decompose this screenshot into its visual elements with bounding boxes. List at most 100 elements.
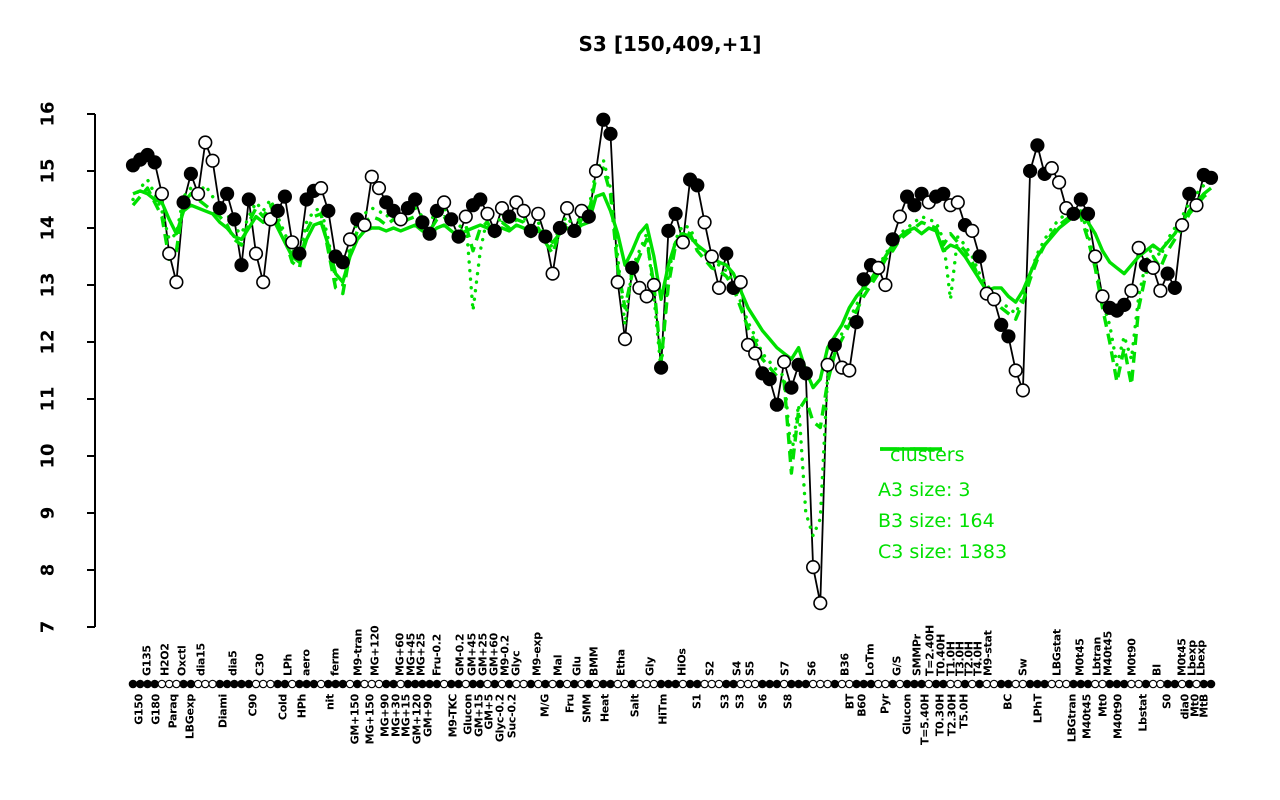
- data-point-marker: [415, 215, 430, 230]
- strip-marker: [1192, 679, 1201, 689]
- x-label-top: MG+120: [369, 625, 382, 676]
- data-point-marker: [480, 206, 495, 221]
- data-point-marker: [198, 135, 213, 150]
- x-label-bottom: MG+90: [379, 693, 392, 737]
- strip-marker: [1206, 679, 1216, 689]
- data-point-marker: [559, 201, 575, 216]
- data-point-marker: [364, 169, 379, 184]
- data-point-marker: [1008, 363, 1023, 378]
- strip-marker: [230, 679, 239, 689]
- data-point-marker: [827, 337, 842, 353]
- data-point-marker: [545, 266, 560, 281]
- strip-marker: [1076, 679, 1086, 689]
- strip-marker: [316, 679, 326, 689]
- data-point-marker: [248, 246, 264, 261]
- x-label-top: B36: [839, 653, 852, 676]
- x-label-bottom: GM+150: [349, 693, 362, 744]
- x-label-top: Lbexp: [1186, 640, 1199, 676]
- x-label-bottom: T0.30H: [934, 694, 947, 736]
- data-point-marker: [820, 357, 835, 372]
- data-point-marker: [697, 215, 712, 230]
- data-point-marker: [169, 275, 184, 290]
- data-point-marker: [422, 226, 437, 241]
- strip-marker: [1004, 679, 1013, 689]
- x-label-top: BMM: [588, 647, 601, 676]
- data-point-marker: [784, 380, 799, 395]
- data-point-marker: [1015, 383, 1031, 398]
- x-label-bottom: Glucon: [901, 694, 914, 735]
- data-point-marker: [596, 112, 611, 127]
- x-label-bottom: T5.0H: [958, 694, 971, 729]
- strip-marker: [620, 679, 630, 689]
- x-label-bottom: Pyr: [879, 693, 892, 714]
- strip-marker: [656, 679, 666, 689]
- strip-marker: [244, 679, 254, 689]
- x-label-bottom: MG+30: [390, 693, 403, 737]
- strip-marker: [410, 679, 420, 689]
- strip-marker: [504, 679, 514, 689]
- x-label-bottom: M40t90: [1112, 693, 1125, 739]
- strip-marker: [425, 679, 434, 689]
- x-label-bottom: Mt0: [1097, 693, 1110, 717]
- strip-marker: [946, 679, 955, 689]
- data-point-marker: [531, 206, 546, 221]
- strip-marker: [432, 679, 442, 689]
- data-point-marker: [205, 153, 220, 168]
- strip-marker: [931, 679, 941, 689]
- strip-marker: [367, 679, 377, 689]
- data-point-marker: [212, 201, 227, 216]
- x-label-top: S7: [779, 661, 792, 676]
- data-point-marker: [393, 212, 408, 227]
- data-point-marker: [625, 260, 640, 276]
- data-point-marker: [639, 289, 654, 304]
- strip-marker: [352, 679, 362, 689]
- strip-marker: [830, 679, 840, 689]
- strip-marker: [1069, 679, 1078, 689]
- data-point-marker: [581, 209, 596, 224]
- data-point-marker: [335, 255, 350, 270]
- strip-marker: [895, 679, 905, 689]
- strip-marker: [844, 679, 854, 689]
- x-label-top: M0t45: [1074, 638, 1087, 676]
- x-label-top: ferm: [329, 648, 342, 676]
- strip-marker: [692, 679, 702, 689]
- legend-item-label: C3 size: 1383: [878, 540, 1008, 563]
- data-point-marker: [241, 192, 256, 207]
- strip-marker: [468, 679, 478, 689]
- x-label-bottom: BT: [844, 693, 857, 709]
- strip-marker: [287, 679, 297, 689]
- data-point-marker: [936, 186, 951, 201]
- strip-marker: [779, 679, 789, 689]
- strip-marker: [837, 679, 847, 689]
- data-point-marker: [227, 212, 242, 227]
- data-point-marker: [610, 275, 625, 290]
- strip-marker: [555, 679, 565, 689]
- strip-marker: [938, 679, 948, 689]
- data-point-marker: [798, 366, 813, 381]
- x-label-top: T3.0H: [954, 641, 967, 676]
- strip-marker: [1119, 679, 1129, 689]
- strip-marker: [403, 679, 413, 689]
- strip-marker: [772, 679, 782, 689]
- strip-marker: [801, 679, 811, 689]
- strip-marker: [787, 679, 796, 689]
- x-label-bottom: HPh: [296, 694, 309, 718]
- data-point-marker: [892, 209, 908, 224]
- x-label-bottom: MG+150: [364, 693, 377, 744]
- strip-marker: [815, 679, 825, 689]
- strip-marker: [859, 679, 869, 689]
- x-label-top: LBGstat: [1051, 629, 1064, 676]
- strip-marker: [649, 679, 659, 689]
- x-label-bottom: GM+5: [483, 694, 496, 730]
- data-point-marker: [234, 258, 249, 273]
- data-point-marker: [972, 249, 987, 264]
- x-label-bottom: G150: [133, 693, 146, 724]
- strip-marker: [721, 679, 731, 689]
- x-label-bottom: Paraq: [167, 694, 180, 728]
- strip-marker: [323, 679, 333, 689]
- x-label-bottom: Cold: [277, 694, 290, 720]
- y-tick-label: 13: [38, 272, 59, 297]
- strip-marker: [613, 679, 623, 689]
- legend-item: A3 size: 3: [878, 447, 1007, 505]
- strip-marker: [143, 679, 152, 689]
